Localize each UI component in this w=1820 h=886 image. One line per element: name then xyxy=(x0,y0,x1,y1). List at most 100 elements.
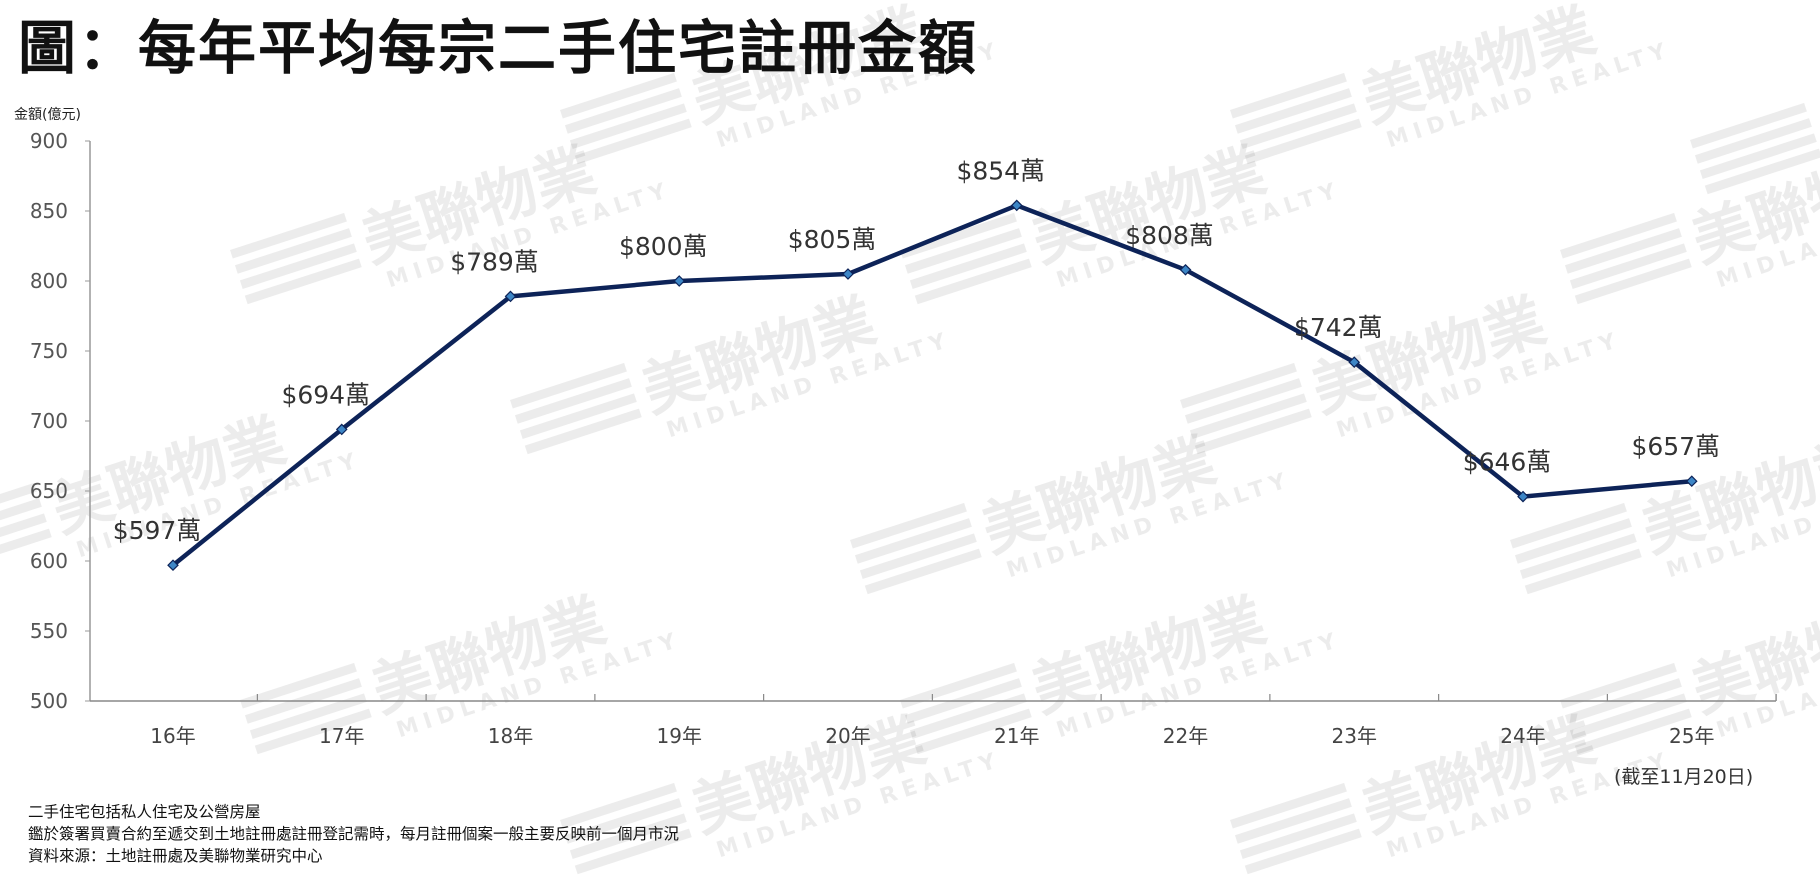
watermark-logo-bar xyxy=(560,72,677,119)
as-of-note: (截至11月20日) xyxy=(1614,766,1754,788)
footnote-line: 二手住宅包括私人住宅及公營房屋 xyxy=(28,803,261,821)
y-tick-label: 700 xyxy=(30,409,68,433)
watermark-logo-bar xyxy=(1694,118,1812,164)
watermark-logo-bar xyxy=(1180,362,1297,409)
data-point xyxy=(335,423,348,436)
watermark-logo-bar xyxy=(574,118,692,165)
watermark-logo-bar xyxy=(1234,798,1352,844)
data-point xyxy=(1517,490,1529,503)
data-label: $808萬 xyxy=(1125,221,1214,250)
data-point xyxy=(1685,475,1698,488)
watermark-logo-bar xyxy=(239,662,357,709)
data-point xyxy=(504,290,517,303)
x-tick-label: 16年 xyxy=(150,724,195,748)
watermark-logo-bar xyxy=(909,693,1027,739)
watermark-logo-bar xyxy=(904,228,1022,274)
watermark-logo-bar xyxy=(0,528,52,575)
watermark-logo-bar xyxy=(1244,828,1362,875)
watermark-brand: 美聯物業 xyxy=(1814,26,1820,167)
watermark-logo-bar xyxy=(1189,393,1307,439)
watermark-logo-bar xyxy=(909,243,1027,289)
x-tick-label: 22年 xyxy=(1163,724,1208,748)
watermark-logo-bar xyxy=(1239,103,1357,149)
watermark-logo-bar xyxy=(0,498,42,544)
footnotes: 二手住宅包括私人住宅及公營房屋 鑑於簽署買賣合約至遞交到土地註冊處註冊登記需時，… xyxy=(28,801,679,867)
y-tick-label: 800 xyxy=(30,269,68,293)
watermark-logo-bar xyxy=(1699,133,1817,179)
watermark-logo-bar xyxy=(900,212,1017,259)
watermark-logo-bar xyxy=(234,228,352,274)
watermark-logo-bar xyxy=(569,813,687,859)
data-point xyxy=(167,559,179,572)
watermark-logo-bar xyxy=(1194,408,1312,455)
watermark-logo-bar xyxy=(1510,502,1627,549)
footnote-line: 鑑於簽署買賣合約至遞交到土地註冊處註冊登記需時，每月註冊個案一般主要反映前一個月… xyxy=(28,825,680,843)
data-point xyxy=(1179,263,1192,276)
x-tick-label: 17年 xyxy=(319,724,364,748)
watermark-logo-bar xyxy=(864,548,982,595)
watermark-logo-bar xyxy=(510,362,627,409)
watermark-logo-bar xyxy=(914,708,1032,755)
watermark-logo-bar xyxy=(1704,148,1820,195)
watermark-logo-bar xyxy=(519,393,637,439)
watermark-logo-bar xyxy=(1574,708,1692,755)
watermark-logo-bar xyxy=(239,243,357,289)
y-tick-label: 850 xyxy=(30,199,68,223)
y-tick-label: 750 xyxy=(30,339,68,363)
x-tick-label: 23年 xyxy=(1332,724,1377,748)
y-tick-label: 650 xyxy=(30,479,68,503)
watermark-logo-bar xyxy=(850,502,967,549)
watermark-logo-bar xyxy=(1239,813,1357,859)
data-point xyxy=(842,268,854,280)
data-label: $657萬 xyxy=(1631,432,1720,461)
y-tick-label: 900 xyxy=(30,129,68,153)
x-tick-label: 21年 xyxy=(994,724,1039,748)
watermark-logo-bar xyxy=(859,533,977,579)
data-label: $805萬 xyxy=(788,225,877,254)
y-tick-label: 600 xyxy=(30,549,68,573)
watermark-logo-bar xyxy=(524,408,642,455)
footnote-line: 資料來源：土地註冊處及美聯物業研究中心 xyxy=(28,847,323,865)
watermark-logo-bar xyxy=(1524,548,1642,595)
watermark-logo-bar xyxy=(229,212,347,259)
x-tick-label: 18年 xyxy=(488,724,533,748)
watermark-logo-bar xyxy=(1244,118,1362,165)
watermark-logo-bar xyxy=(0,513,47,559)
watermark-logo-bar xyxy=(900,662,1017,709)
data-label: $789萬 xyxy=(450,247,539,276)
data-label: $694萬 xyxy=(281,380,370,409)
data-point xyxy=(673,275,686,287)
watermark-logo-bar xyxy=(1560,662,1677,709)
x-tick-label: 24年 xyxy=(1500,724,1545,748)
watermark-logo-bar xyxy=(854,518,972,564)
watermark-logo-bar xyxy=(244,258,362,305)
data-label: $800萬 xyxy=(619,232,708,261)
data-label: $742萬 xyxy=(1294,313,1383,342)
data-point xyxy=(1010,199,1023,212)
watermark-logo-bar xyxy=(1569,243,1687,289)
watermark-logo-bar xyxy=(254,708,372,755)
watermark-logo-bar xyxy=(1569,693,1687,739)
watermark-logo-bar xyxy=(560,782,677,829)
watermark-logo-bar xyxy=(1519,533,1637,579)
page-title: 圖：每年平均每宗二手住宅註冊金額 xyxy=(18,14,979,82)
watermark-logo-bar xyxy=(1690,102,1807,149)
data-label: $597萬 xyxy=(113,516,202,545)
watermark-logo-bar xyxy=(564,88,682,134)
watermark-logo-bar xyxy=(1230,782,1347,829)
watermark-logo-bar xyxy=(249,693,367,739)
data-label: $646萬 xyxy=(1463,448,1552,477)
x-tick-label: 20年 xyxy=(825,724,870,748)
watermark-logo-bar xyxy=(1514,518,1632,564)
labels-layer: $597萬 $694萬 $789萬 $800萬 $805萬 $854萬 $808萬 $742萬… xyxy=(113,156,1720,545)
x-tick-label: 25年 xyxy=(1669,724,1714,748)
